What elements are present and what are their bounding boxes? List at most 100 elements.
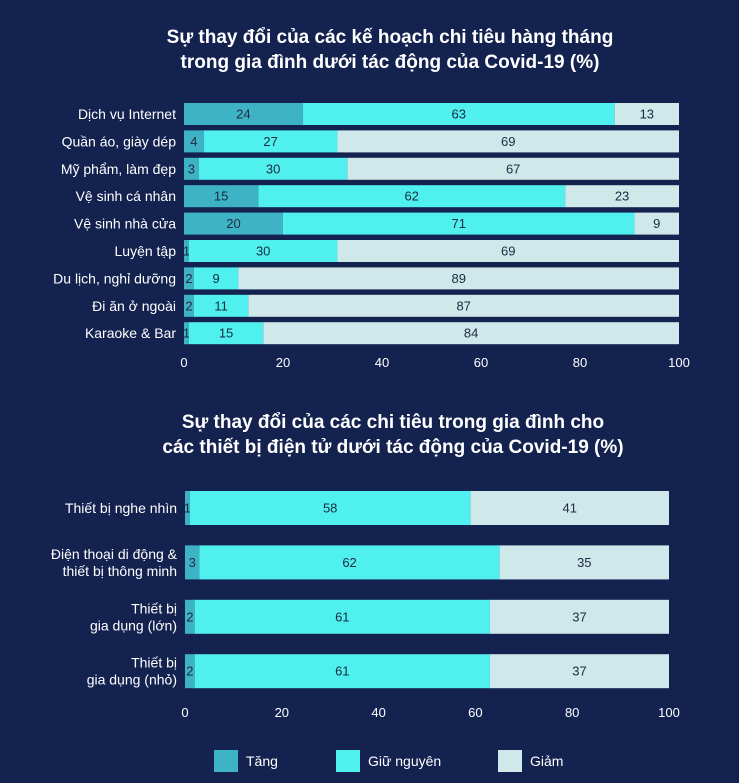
data-label-tang-3: 3 [188,161,195,176]
data-label-tang-4: 2 [186,664,193,679]
category-label-9: Karaoke & Bar [85,325,176,341]
data-label-giam-4: 37 [572,664,586,679]
data-label-giam-1: 13 [640,107,654,122]
data-label-giu-nguyen-3: 30 [266,161,280,176]
legend-item-giu-nguyen: Giữ nguyên [336,748,441,774]
data-label-tang-2: 4 [190,134,197,149]
legend-label-giam: Giảm [530,753,564,769]
bar-giam-7 [238,267,679,290]
bar-giam-9 [263,322,679,345]
bar-giu-nguyen-2 [203,130,338,153]
bar-tang-1 [184,103,303,125]
bar-giu-nguyen-4 [258,185,566,208]
bar-tang-3 [185,599,195,634]
x-tick-40: 40 [371,705,385,720]
data-label-giam-9: 84 [464,326,478,341]
data-label-giu-nguyen-7: 9 [213,271,220,286]
data-label-tang-4: 15 [214,189,228,204]
legend-label-giu-nguyen: Giữ nguyên [368,753,442,769]
data-label-giu-nguyen-3: 61 [335,609,349,624]
category-label-3-line-1: Thiết bị [131,600,177,616]
bar-giu-nguyen-9 [188,322,264,345]
bar-tang-5 [184,212,283,235]
data-label-giam-5: 9 [653,216,660,231]
legend-label-tang: Tăng [246,753,278,769]
x-tick-100: 100 [668,355,690,370]
data-label-tang-1: 1 [184,501,191,516]
bar-giam-8 [248,294,679,317]
category-label-2-line-1: Điện thoại di động & [51,546,178,562]
x-tick-60: 60 [474,355,488,370]
bar-giu-nguyen-4 [194,654,490,689]
bar-tang-1 [185,491,190,525]
bar-tang-4 [184,185,259,208]
data-label-giu-nguyen-4: 61 [335,664,349,679]
legend-swatch-tang [214,750,238,772]
data-label-tang-5: 20 [226,216,240,231]
bar-giu-nguyen-6 [188,240,338,262]
chart-electronics-spending: Sự thay đổi của các chi tiêu trong gia đ… [51,412,680,720]
data-label-tang-9: 1 [183,326,190,341]
bar-tang-3 [184,157,199,180]
x-tick-20: 20 [275,705,289,720]
data-label-giam-2: 35 [577,555,591,570]
data-label-giam-8: 87 [456,298,470,313]
data-label-tang-3: 2 [186,609,193,624]
data-label-tang-6: 1 [183,244,190,259]
data-label-tang-2: 3 [189,555,196,570]
data-label-giam-7: 89 [451,271,465,286]
chart-title-line-2: trong gia đình dưới tác động của Covid-1… [181,52,600,73]
bar-giam-5 [634,212,679,235]
bar-giu-nguyen-5 [283,212,635,235]
data-label-giam-6: 69 [501,244,515,259]
x-tick-0: 0 [180,355,187,370]
x-tick-80: 80 [573,355,587,370]
x-tick-40: 40 [375,355,389,370]
category-label-1: Dịch vụ Internet [78,106,176,122]
chart-title-line-2: các thiết bị điện tử dưới tác động của C… [162,437,623,458]
chart-title-line-1: Sự thay đổi của các kế hoạch chi tiêu hà… [167,27,614,48]
bar-giam-4 [489,654,669,689]
category-label-8: Đi ăn ở ngoài [92,298,176,314]
category-label-2: Quần áo, giày dép [62,133,177,149]
data-label-giu-nguyen-1: 63 [451,107,465,122]
category-label-3-line-2: gia dụng (lớn) [90,617,177,633]
bar-giam-4 [565,185,679,208]
data-label-tang-7: 2 [185,271,192,286]
data-label-giam-3: 37 [572,609,586,624]
legend-item-tang: Tăng [214,748,278,774]
bar-tang-9 [184,322,189,345]
legend-swatch-giu-nguyen [336,750,360,772]
category-label-6: Luyện tập [115,243,177,259]
data-label-giu-nguyen-8: 11 [214,298,228,313]
bar-giam-6 [337,240,679,262]
chart-title-line-1: Sự thay đổi của các chi tiêu trong gia đ… [182,412,604,433]
data-label-giu-nguyen-2: 62 [342,555,356,570]
bar-giam-1 [614,103,679,125]
bar-giam-2 [499,545,669,580]
bar-tang-6 [184,240,189,262]
bar-giu-nguyen-1 [189,491,471,525]
bar-tang-7 [184,267,194,290]
bar-giam-3 [347,157,679,180]
x-tick-60: 60 [468,705,482,720]
category-label-7: Du lịch, nghỉ dưỡng [53,270,176,286]
bar-giam-1 [470,491,669,525]
data-label-giu-nguyen-1: 58 [323,501,337,516]
data-label-giam-1: 41 [563,501,577,516]
bar-giam-2 [337,130,679,153]
data-label-giam-4: 23 [615,189,629,204]
bar-giam-3 [489,599,669,634]
data-label-giu-nguyen-4: 62 [404,189,418,204]
data-label-giu-nguyen-6: 30 [256,244,270,259]
bar-giu-nguyen-3 [194,599,490,634]
category-label-4-line-1: Thiết bị [131,655,177,671]
bar-tang-2 [185,545,200,580]
bar-tang-8 [184,294,194,317]
category-label-4-line-2: gia dụng (nhỏ) [87,672,177,688]
x-tick-20: 20 [276,355,290,370]
data-label-giam-3: 67 [506,161,520,176]
chart-monthly-spending: Sự thay đổi của các kế hoạch chi tiêu hà… [53,27,690,370]
legend-item-giam: Giảm [498,748,563,774]
